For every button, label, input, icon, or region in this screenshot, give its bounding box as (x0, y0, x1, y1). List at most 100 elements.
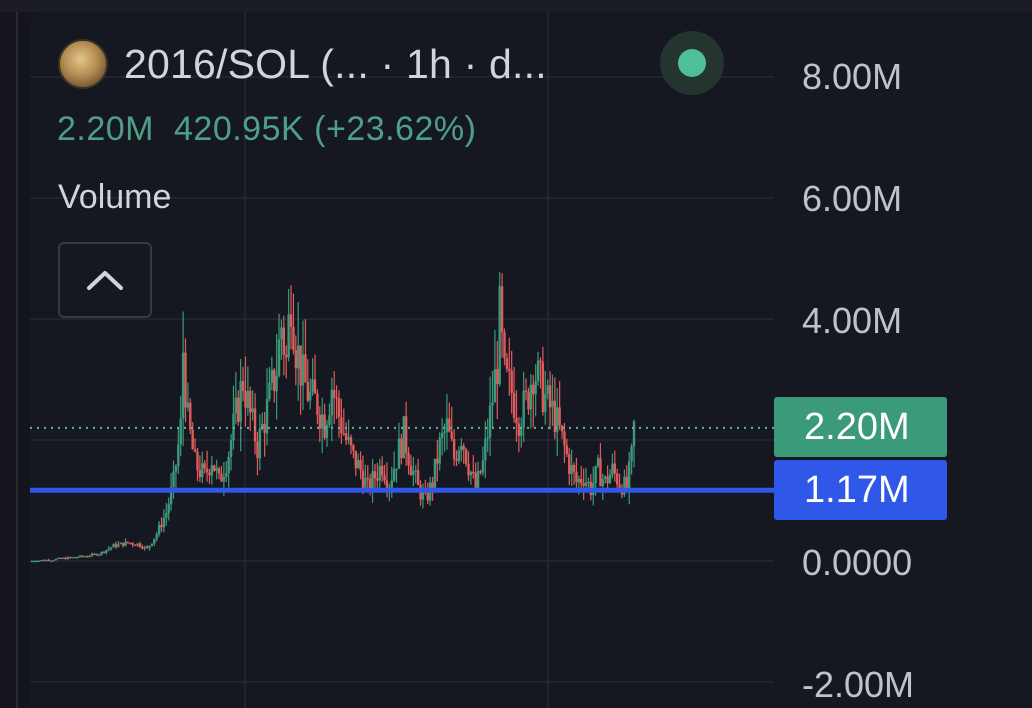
candle-body (133, 544, 137, 546)
y-tick-label-4m: 4.00M (802, 300, 903, 341)
candle-body (628, 461, 631, 489)
candle-body (481, 460, 485, 473)
candle-body (584, 482, 588, 486)
legend-values: 2.20M 420.95K (+23.62%) (57, 110, 496, 149)
candle-body (392, 468, 396, 481)
candle-body (138, 543, 142, 547)
candle-body (340, 417, 343, 434)
candle-body (618, 484, 621, 488)
candle-body (258, 428, 262, 459)
candle-body (100, 551, 103, 555)
collapse-button[interactable] (58, 242, 152, 318)
candle-body (93, 553, 96, 556)
candle-body (203, 463, 206, 469)
candle-body (208, 472, 211, 476)
candle-body (611, 463, 614, 475)
candle-body (64, 557, 67, 560)
candle-body (613, 463, 617, 474)
candle-body (321, 414, 324, 429)
candle-body (306, 382, 310, 401)
candle-body (59, 557, 62, 560)
status-indicator[interactable] (660, 31, 724, 95)
candle-body (344, 433, 348, 441)
candle-body (359, 460, 362, 471)
candle-body (76, 557, 79, 559)
candle-body (37, 560, 41, 562)
candle-body (294, 350, 298, 369)
candle-body (232, 413, 235, 441)
candle-body (155, 534, 158, 539)
candle-body (400, 438, 403, 459)
candle-body (124, 541, 127, 546)
candle-body (71, 557, 74, 559)
candle-body (472, 472, 475, 474)
candle-body (577, 478, 581, 483)
candle-body (479, 471, 482, 473)
candle-body (390, 480, 393, 488)
candle-body (349, 437, 353, 446)
candle-body (467, 463, 470, 476)
candle-body (448, 418, 451, 432)
candle-body (114, 544, 118, 547)
candle-body (263, 423, 266, 434)
chevron-up-icon (87, 271, 123, 290)
candle-body (169, 486, 173, 504)
candle-body (253, 408, 257, 442)
candle-body (210, 465, 214, 476)
candle-body (342, 433, 345, 435)
horizontal-line-tag[interactable]: 1.17M (774, 460, 947, 520)
volume-chart[interactable] (30, 12, 1032, 708)
symbol-title[interactable]: 2016/SOL (... · 1h · d... (124, 40, 547, 87)
candle-body (606, 476, 609, 484)
candle-body (193, 449, 197, 452)
candle-body (304, 354, 307, 383)
candle-body (368, 478, 372, 491)
candle-body (407, 452, 410, 466)
candle-body (268, 382, 271, 399)
candle-body (198, 470, 202, 478)
candle-body (150, 543, 154, 546)
candle-body (383, 475, 386, 481)
candle-body (227, 456, 230, 474)
candle-body (436, 458, 439, 464)
candle-body (529, 384, 533, 410)
candle-body (328, 415, 331, 425)
candle-body (174, 465, 178, 472)
candle-body (397, 438, 401, 469)
candle-body (433, 458, 437, 488)
candle-body (563, 431, 566, 446)
candle-body (402, 416, 405, 459)
candle-body (265, 398, 269, 434)
candle-body (179, 418, 182, 445)
candle-body (160, 524, 163, 528)
candle-body (126, 541, 130, 543)
candle-body (165, 513, 168, 518)
window-top-bar (0, 0, 1032, 12)
candle-body (527, 392, 530, 410)
candle-body (237, 397, 240, 422)
candle-body (616, 473, 619, 485)
candle-body (373, 471, 377, 479)
candle-body (512, 392, 516, 418)
candle-body (335, 397, 338, 399)
candle-body (275, 375, 278, 392)
candle-body (273, 369, 276, 392)
candle-body (83, 556, 86, 558)
candle-body (582, 483, 585, 486)
candle-body (361, 470, 365, 488)
candle-body (450, 431, 453, 439)
candle-body (632, 421, 636, 447)
candle-body (572, 464, 576, 472)
candle-body (493, 369, 497, 403)
token-avatar-icon[interactable] (58, 39, 108, 89)
candle-body (332, 389, 336, 398)
candle-body (551, 400, 554, 408)
candle-body (604, 476, 607, 480)
candle-body (213, 465, 216, 471)
candle-body (536, 360, 540, 381)
candle-body (184, 352, 187, 408)
candle-body (385, 480, 389, 489)
candle-body (177, 444, 180, 466)
y-tick-label-8m: 8.00M (802, 56, 903, 97)
candle-body (517, 423, 521, 437)
